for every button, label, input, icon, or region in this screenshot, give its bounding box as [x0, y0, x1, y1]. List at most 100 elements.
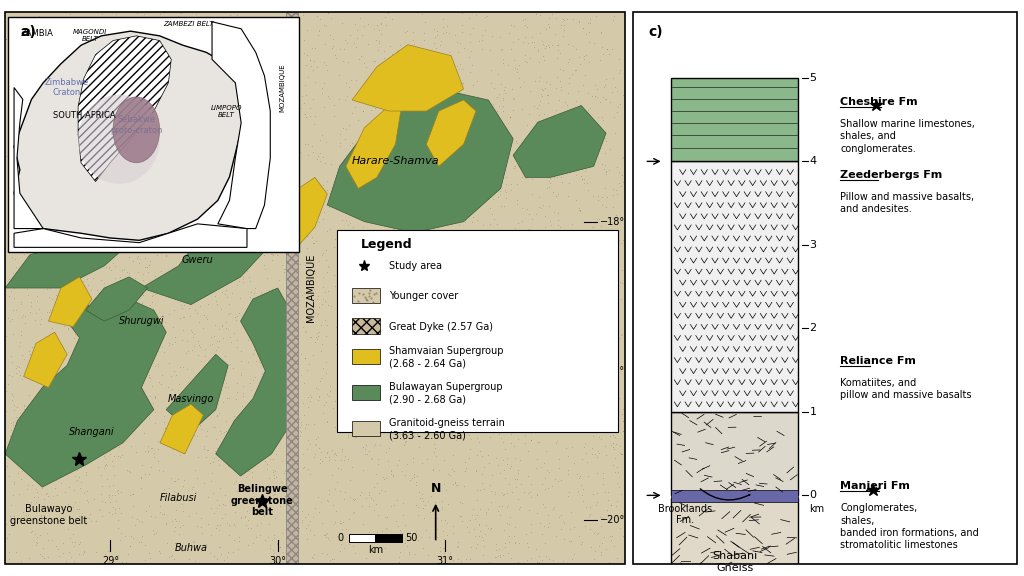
- Point: [477, 12, 494, 21]
- Point: [589, 85, 605, 94]
- Point: [452, 511, 468, 520]
- Point: [61, 9, 78, 18]
- Point: [311, 14, 328, 24]
- Point: [462, 38, 478, 47]
- Point: [42, 441, 58, 450]
- Point: [73, 188, 89, 198]
- Point: [528, 316, 545, 325]
- Point: [26, 356, 42, 365]
- Point: [39, 308, 55, 317]
- Point: [115, 186, 131, 195]
- Point: [325, 35, 341, 44]
- Point: [601, 245, 617, 254]
- Point: [486, 553, 503, 562]
- Point: [493, 46, 509, 55]
- Point: [521, 225, 538, 234]
- Point: [166, 155, 182, 164]
- Point: [420, 377, 436, 386]
- Point: [270, 326, 287, 335]
- Point: [175, 63, 191, 72]
- Point: [374, 526, 390, 536]
- Point: [284, 317, 300, 327]
- Point: [129, 253, 145, 263]
- Point: [408, 164, 424, 173]
- Point: [552, 48, 568, 58]
- Point: [212, 360, 228, 369]
- Point: [420, 156, 436, 165]
- Point: [474, 31, 490, 40]
- Point: [137, 403, 154, 412]
- Point: [558, 100, 574, 109]
- Point: [112, 503, 128, 513]
- Point: [356, 226, 373, 235]
- Point: [200, 85, 216, 94]
- Point: [457, 457, 473, 466]
- Text: pillow and massive basalts: pillow and massive basalts: [840, 391, 972, 400]
- Point: [535, 499, 551, 509]
- Point: [296, 423, 312, 433]
- Point: [27, 469, 43, 478]
- Point: [454, 385, 470, 395]
- Point: [346, 494, 362, 503]
- Point: [161, 339, 177, 348]
- Point: [143, 381, 160, 390]
- Point: [20, 363, 37, 373]
- Point: [165, 323, 181, 332]
- Point: [167, 477, 183, 486]
- Point: [345, 291, 361, 301]
- Point: [56, 402, 73, 411]
- Point: [439, 226, 456, 236]
- Point: [252, 37, 268, 46]
- Point: [68, 498, 84, 507]
- Point: [137, 254, 154, 263]
- Point: [237, 12, 253, 21]
- Point: [523, 479, 540, 488]
- Point: [578, 449, 594, 458]
- Point: [45, 206, 61, 215]
- Text: Brooklands
Fm.: Brooklands Fm.: [657, 503, 712, 525]
- Point: [105, 107, 122, 116]
- Point: [101, 412, 118, 421]
- Point: [42, 211, 58, 221]
- Point: [77, 188, 93, 198]
- Point: [368, 99, 384, 108]
- Point: [543, 357, 559, 366]
- Point: [503, 20, 519, 29]
- Point: [348, 42, 365, 51]
- Point: [60, 482, 77, 491]
- Point: [389, 537, 406, 547]
- Point: [362, 149, 379, 158]
- Point: [582, 510, 598, 519]
- Point: [141, 42, 158, 51]
- Point: [392, 66, 409, 75]
- Point: [173, 546, 189, 555]
- Point: [267, 513, 284, 522]
- Point: [489, 366, 506, 375]
- Point: [371, 232, 387, 241]
- Point: [91, 206, 108, 215]
- Point: [62, 553, 79, 562]
- Point: [92, 38, 109, 47]
- Point: [84, 313, 100, 322]
- Point: [534, 422, 550, 431]
- Point: [121, 467, 137, 476]
- Point: [69, 19, 85, 28]
- Point: [406, 132, 422, 141]
- Point: [157, 441, 173, 450]
- Point: [158, 199, 174, 209]
- Point: [592, 513, 608, 522]
- Point: [22, 200, 38, 209]
- Point: [44, 294, 60, 304]
- Point: [96, 419, 113, 429]
- Point: [110, 434, 126, 444]
- Point: [71, 237, 87, 246]
- Point: [162, 359, 178, 368]
- Point: [414, 162, 430, 171]
- Point: [193, 164, 209, 173]
- Point: [304, 65, 321, 74]
- Point: [567, 171, 584, 180]
- Point: [288, 247, 304, 256]
- Point: [477, 253, 494, 263]
- Point: [154, 509, 170, 518]
- Point: [240, 516, 256, 525]
